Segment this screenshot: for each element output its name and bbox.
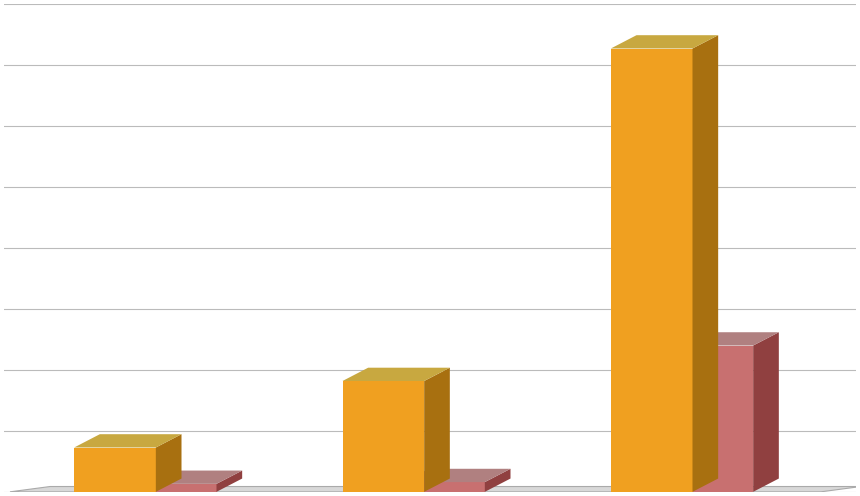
Polygon shape (403, 482, 485, 492)
Polygon shape (485, 469, 511, 492)
Polygon shape (10, 487, 860, 492)
Polygon shape (342, 381, 424, 492)
Polygon shape (135, 471, 243, 484)
Polygon shape (424, 368, 450, 492)
Polygon shape (10, 492, 820, 496)
Polygon shape (672, 332, 779, 346)
Polygon shape (692, 35, 718, 492)
Polygon shape (217, 471, 243, 492)
Polygon shape (74, 447, 156, 492)
Polygon shape (611, 35, 718, 49)
Polygon shape (135, 484, 217, 492)
Polygon shape (403, 469, 511, 482)
Polygon shape (611, 49, 692, 492)
Polygon shape (74, 434, 181, 447)
Polygon shape (753, 332, 779, 492)
Polygon shape (156, 434, 181, 492)
Polygon shape (672, 346, 753, 492)
Polygon shape (342, 368, 450, 381)
